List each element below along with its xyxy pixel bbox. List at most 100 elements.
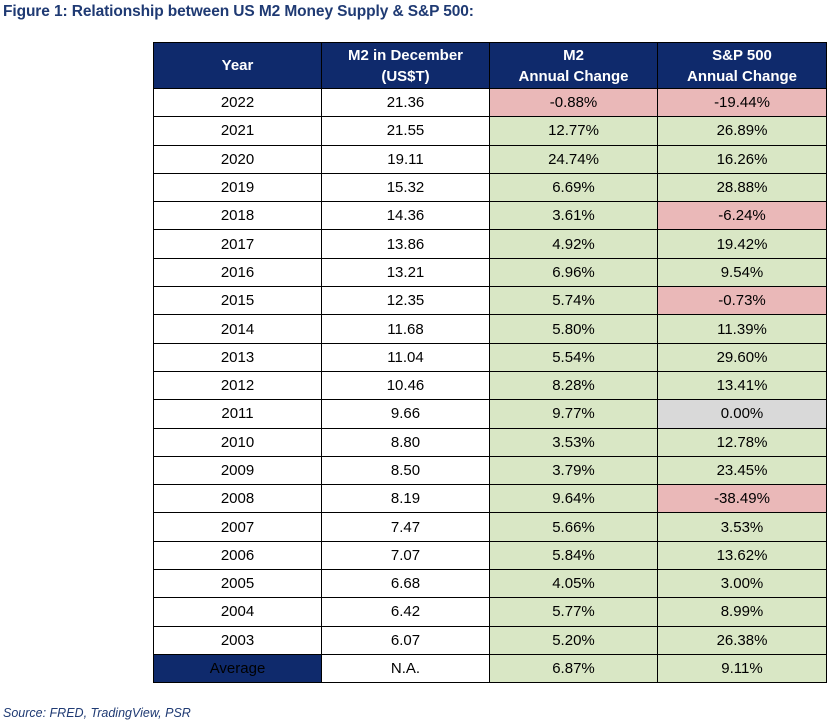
sp500-change-cell: 13.41% <box>657 370 827 401</box>
sp500-change-cell: -6.24% <box>657 201 827 231</box>
m2-change-cell: 5.74% <box>489 286 658 316</box>
sp500-change-cell: 8.99% <box>657 597 827 627</box>
m2-value-cell: 12.35 <box>321 286 490 316</box>
sp500-change-cell: 16.26% <box>657 144 827 174</box>
sp500-change-cell: 26.38% <box>657 625 827 655</box>
year-cell: 2017 <box>153 229 322 259</box>
m2-value-cell: 13.21 <box>321 257 490 288</box>
sp500-change-cell: 19.42% <box>657 229 827 259</box>
year-cell: 2007 <box>153 512 322 542</box>
m2-value-cell: 8.80 <box>321 427 490 457</box>
m2-change-cell: 6.96% <box>489 257 658 288</box>
sp500-change-cell: -0.73% <box>657 286 827 316</box>
year-cell: 2009 <box>153 455 322 486</box>
year-cell: 2021 <box>153 116 322 146</box>
sp500-change-cell: 3.53% <box>657 512 827 542</box>
year-cell: 2003 <box>153 625 322 655</box>
m2-change-cell: 4.92% <box>489 229 658 259</box>
m2-value-cell: 13.86 <box>321 229 490 259</box>
sp500-change-cell: -38.49% <box>657 484 827 514</box>
header-m2-december: M2 in December (US$T) <box>321 42 490 89</box>
table-row: 2010 8.80 3.53% 12.78% <box>153 427 827 457</box>
table-row: 2003 6.07 5.20% 26.38% <box>153 625 827 655</box>
table-row: 2006 7.07 5.84% 13.62% <box>153 540 827 571</box>
year-cell: 2011 <box>153 399 322 429</box>
m2-sp500-table: Year M2 in December (US$T) M2 Annual Chang… <box>153 42 827 684</box>
m2-change-cell: 5.54% <box>489 342 658 372</box>
m2-change-cell: 5.80% <box>489 314 658 344</box>
table-row: 2016 13.21 6.96% 9.54% <box>153 257 827 288</box>
sp500-change-cell: -19.44% <box>657 87 827 118</box>
table-header-row: Year M2 in December (US$T) M2 Annual Chang… <box>153 42 827 89</box>
m2-change-cell: 5.66% <box>489 512 658 542</box>
m2-change-cell: 3.79% <box>489 455 658 486</box>
m2-value-cell: 21.55 <box>321 116 490 146</box>
average-m2-cell: N.A. <box>321 653 490 684</box>
sp500-change-cell: 3.00% <box>657 569 827 599</box>
m2-value-cell: 11.68 <box>321 314 490 344</box>
table-row: 2004 6.42 5.77% 8.99% <box>153 597 827 627</box>
year-cell: 2014 <box>153 314 322 344</box>
sp500-change-cell: 12.78% <box>657 427 827 457</box>
m2-value-cell: 21.36 <box>321 87 490 118</box>
table-row: 2019 15.32 6.69% 28.88% <box>153 172 827 203</box>
year-cell: 2020 <box>153 144 322 174</box>
m2-change-cell: 4.05% <box>489 569 658 599</box>
m2-value-cell: 10.46 <box>321 370 490 401</box>
table-row: 2015 12.35 5.74% -0.73% <box>153 286 827 316</box>
header-m2-annual-change: M2 Annual Change <box>489 42 658 89</box>
m2-value-cell: 7.07 <box>321 540 490 571</box>
table-row: 2017 13.86 4.92% 19.42% <box>153 229 827 259</box>
sp500-change-cell: 9.54% <box>657 257 827 288</box>
table-row: 2013 11.04 5.54% 29.60% <box>153 342 827 372</box>
m2-change-cell: 6.69% <box>489 172 658 203</box>
m2-value-cell: 8.50 <box>321 455 490 486</box>
table-row: 2014 11.68 5.80% 11.39% <box>153 314 827 344</box>
m2-value-cell: 8.19 <box>321 484 490 514</box>
table-row: 2021 21.55 12.77% 26.89% <box>153 116 827 146</box>
average-label-cell: Average <box>153 653 322 684</box>
year-cell: 2018 <box>153 201 322 231</box>
average-row: Average N.A. 6.87% 9.11% <box>153 653 827 684</box>
m2-value-cell: 6.07 <box>321 625 490 655</box>
m2-change-cell: 9.64% <box>489 484 658 514</box>
sp500-change-cell: 13.62% <box>657 540 827 571</box>
year-cell: 2015 <box>153 286 322 316</box>
year-cell: 2016 <box>153 257 322 288</box>
table-row: 2008 8.19 9.64% -38.49% <box>153 484 827 514</box>
m2-change-cell: -0.88% <box>489 87 658 118</box>
sp500-change-cell: 23.45% <box>657 455 827 486</box>
table-row: 2005 6.68 4.05% 3.00% <box>153 569 827 599</box>
source-note: Source: FRED, TradingView, PSR <box>3 706 191 720</box>
m2-value-cell: 14.36 <box>321 201 490 231</box>
table-row: 2020 19.11 24.74% 16.26% <box>153 144 827 174</box>
year-cell: 2006 <box>153 540 322 571</box>
m2-change-cell: 12.77% <box>489 116 658 146</box>
table-row: 2012 10.46 8.28% 13.41% <box>153 370 827 401</box>
year-cell: 2022 <box>153 87 322 118</box>
m2-change-cell: 8.28% <box>489 370 658 401</box>
header-year: Year <box>153 42 322 89</box>
average-m2-change-cell: 6.87% <box>489 653 658 684</box>
header-sp500-annual-change: S&P 500 Annual Change <box>657 42 827 89</box>
m2-change-cell: 24.74% <box>489 144 658 174</box>
m2-change-cell: 5.77% <box>489 597 658 627</box>
table-row: 2018 14.36 3.61% -6.24% <box>153 201 827 231</box>
table-row: 2011 9.66 9.77% 0.00% <box>153 399 827 429</box>
sp500-change-cell: 11.39% <box>657 314 827 344</box>
table-row: 2022 21.36 -0.88% -19.44% <box>153 87 827 118</box>
m2-value-cell: 19.11 <box>321 144 490 174</box>
m2-value-cell: 6.68 <box>321 569 490 599</box>
year-cell: 2005 <box>153 569 322 599</box>
sp500-change-cell: 28.88% <box>657 172 827 203</box>
m2-change-cell: 9.77% <box>489 399 658 429</box>
m2-value-cell: 11.04 <box>321 342 490 372</box>
m2-change-cell: 3.53% <box>489 427 658 457</box>
year-cell: 2004 <box>153 597 322 627</box>
year-cell: 2019 <box>153 172 322 203</box>
m2-change-cell: 5.84% <box>489 540 658 571</box>
table-row: 2009 8.50 3.79% 23.45% <box>153 455 827 486</box>
year-cell: 2012 <box>153 370 322 401</box>
table-row: 2007 7.47 5.66% 3.53% <box>153 512 827 542</box>
sp500-change-cell: 29.60% <box>657 342 827 372</box>
